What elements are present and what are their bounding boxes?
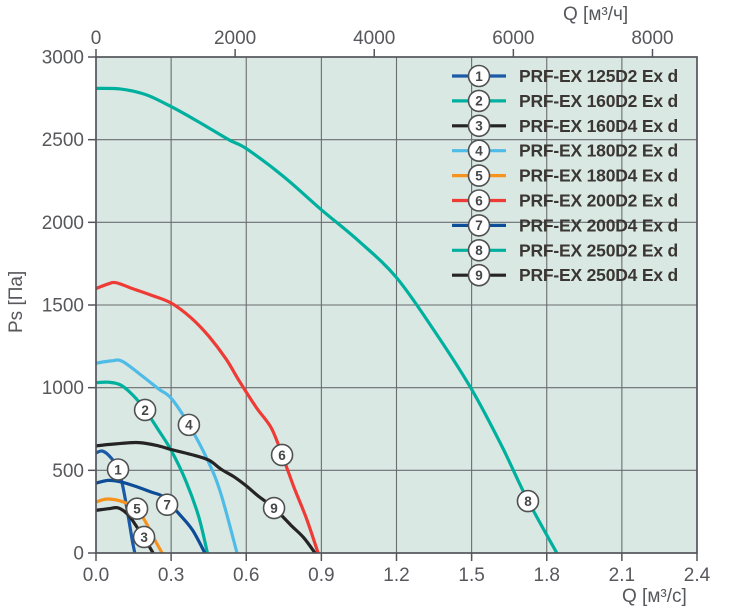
- legend-label-2: PRF-EX 160D2 Ex d: [519, 91, 678, 111]
- legend-marker-2: [467, 89, 491, 113]
- chart-text: 4: [475, 144, 483, 159]
- chart-text: 7: [475, 218, 483, 233]
- legend-marker-5: [467, 164, 491, 187]
- legend-label-3: PRF-EX 160D4 Ex d: [519, 116, 678, 136]
- curve-marker-2: [133, 398, 157, 422]
- curve-7-PRF-EX-200D4-Ex-d: [96, 478, 207, 553]
- chart-text: 1.5: [458, 565, 484, 586]
- chart-text: 1500: [42, 296, 84, 317]
- chart-text: 1.8: [534, 565, 560, 586]
- chart-text: 2500: [42, 130, 84, 151]
- curve-marker-6: [270, 443, 294, 467]
- chart-text: 1000: [42, 378, 84, 399]
- chart-text: 2: [141, 403, 149, 418]
- x-axis-bottom-label: Q [м³/с]: [622, 586, 687, 607]
- legend-marker-7: [467, 214, 491, 237]
- chart-text: 5: [475, 168, 483, 183]
- legend-label-9: PRF-EX 250D4 Ex d: [519, 265, 678, 285]
- curve-2-PRF-EX-160D2-Ex-d: [96, 380, 209, 553]
- curve-4-PRF-EX-180D2-Ex-d: [96, 358, 239, 553]
- chart-text: 3: [140, 530, 148, 545]
- curve-8-PRF-EX-250D2-Ex-d: [96, 86, 559, 553]
- chart-text: 2000: [42, 213, 84, 234]
- legend-label-8: PRF-EX 250D2 Ex d: [519, 240, 678, 260]
- chart-text: 3000: [42, 48, 84, 69]
- chart-text: 0.0: [83, 565, 109, 586]
- curve-marker-5: [125, 497, 149, 520]
- legend-label-6: PRF-EX 200D2 Ex d: [519, 191, 678, 211]
- legend-marker-1: [467, 64, 491, 88]
- chart-text: 6: [475, 193, 483, 208]
- legend-marker-6: [467, 189, 491, 212]
- chart-text: 4: [185, 418, 193, 433]
- legend-label-5: PRF-EX 180D4 Ex d: [519, 166, 678, 186]
- chart-text: 2.1: [609, 565, 635, 586]
- chart-text: 0.6: [233, 565, 259, 586]
- chart-text: 3: [475, 119, 483, 134]
- chart-text: 8: [524, 494, 532, 509]
- curve-6-PRF-EX-200D2-Ex-d: [96, 280, 320, 553]
- chart-text: 2000: [214, 28, 256, 49]
- legend-label-4: PRF-EX 180D2 Ex d: [519, 141, 678, 161]
- legend-label-1: PRF-EX 125D2 Ex d: [519, 66, 678, 86]
- chart-text: 8000: [631, 28, 673, 49]
- legend-label-7: PRF-EX 200D4 Ex d: [519, 215, 678, 235]
- curve-marker-9: [262, 496, 286, 520]
- chart-text: 8: [475, 243, 483, 258]
- legend-marker-8: [467, 239, 491, 262]
- chart-text: 0.3: [158, 565, 184, 586]
- chart-text: 1: [475, 69, 483, 84]
- curve-marker-8: [516, 489, 540, 513]
- chart-text: 0: [91, 28, 102, 49]
- x-axis-top-label: Q [м³/ч]: [563, 4, 629, 25]
- chart-text: 9: [270, 501, 278, 516]
- chart-text: 5: [133, 501, 141, 516]
- chart-text: 2.4: [684, 565, 711, 586]
- chart-text: 4000: [353, 28, 395, 49]
- chart-text: 1.2: [383, 565, 409, 586]
- curve-marker-1: [106, 458, 130, 481]
- chart-text: 6: [278, 448, 286, 463]
- y-axis-label: Ps [Па]: [6, 270, 27, 333]
- legend-marker-4: [467, 139, 491, 162]
- legend-marker-3: [467, 114, 491, 138]
- chart-text: 0.9: [308, 565, 334, 586]
- chart-text: 0: [73, 544, 84, 565]
- chart-text: 9: [475, 268, 483, 283]
- chart-text: 6000: [492, 28, 534, 49]
- chart-text: 500: [52, 461, 84, 482]
- chart-text: 1: [114, 462, 122, 477]
- curve-marker-3: [132, 525, 156, 549]
- curve-marker-4: [177, 413, 201, 437]
- chart-text: 2: [475, 94, 483, 109]
- curve-9-PRF-EX-250D4-Ex-d: [96, 440, 317, 553]
- chart-text: 7: [163, 498, 171, 513]
- curve-marker-7: [155, 493, 179, 517]
- legend-marker-9: [467, 263, 491, 287]
